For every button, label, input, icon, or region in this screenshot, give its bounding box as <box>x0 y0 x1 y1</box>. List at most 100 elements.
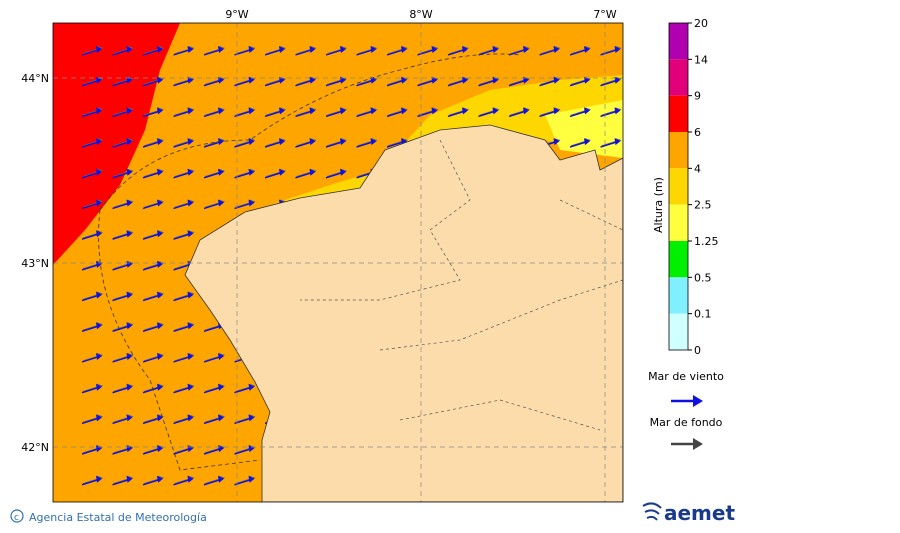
swell-arrow-icon <box>671 438 703 450</box>
wind-head <box>462 46 468 53</box>
wind-arrow <box>142 49 160 56</box>
wind-arrow <box>386 141 404 148</box>
wind-arrow <box>569 49 587 56</box>
wind-arrow <box>142 294 160 302</box>
wind-head <box>187 383 194 391</box>
wind-head <box>157 76 163 84</box>
wind-head <box>187 230 194 238</box>
wind-arrow <box>112 264 129 271</box>
wind-head <box>248 414 255 422</box>
wind-head <box>96 414 102 422</box>
wind-arrow <box>173 479 190 486</box>
wind-head <box>553 107 560 115</box>
wind-head <box>248 199 255 207</box>
wind-arrow <box>264 172 282 179</box>
wind-arrow <box>356 80 373 87</box>
wind-arrow <box>173 325 190 332</box>
wind-head <box>126 168 133 176</box>
wind-head <box>614 107 621 115</box>
wind-head <box>157 199 163 207</box>
wind-arrow <box>81 356 99 363</box>
wind-head <box>279 138 285 146</box>
wind-arrow <box>112 356 129 363</box>
wind-arrow <box>325 80 343 87</box>
wind-head <box>157 230 163 238</box>
wind-arrow <box>142 325 160 332</box>
wind-head <box>340 168 346 176</box>
wind-arrow <box>81 172 99 179</box>
wind-head <box>96 199 102 207</box>
colorbar-label: 0.5 <box>694 271 712 284</box>
wind-arrow <box>142 80 160 87</box>
copyright-icon <box>10 509 24 523</box>
wind-head <box>157 353 163 360</box>
wind-arrow <box>325 49 343 56</box>
copyright-c: c <box>14 513 19 523</box>
wind-head <box>126 322 133 330</box>
wind-arrow <box>478 80 495 87</box>
wind-head <box>96 291 102 299</box>
wind-head <box>126 353 133 360</box>
wind-arrow <box>112 110 129 118</box>
wind-head <box>96 46 102 53</box>
wind-arrow <box>234 141 251 148</box>
wind-arrow <box>142 356 160 363</box>
wind-arrow <box>325 141 343 148</box>
wind-arrow <box>234 80 251 87</box>
wind-arrow <box>264 110 282 118</box>
wind-head <box>96 107 102 115</box>
wind-head <box>309 46 316 53</box>
wind-head <box>96 260 102 268</box>
wind-head <box>157 414 163 422</box>
wind-arrow <box>142 233 160 240</box>
map-labels: 9°W 8°W 7°W 44°N 43°N 42°N <box>21 8 617 454</box>
footer-credit: Agencia Estatal de Meteorología <box>29 511 207 524</box>
wind-arrow <box>600 141 617 148</box>
wind-head <box>187 168 194 176</box>
wind-head <box>218 475 224 483</box>
wind-arrow <box>81 233 99 240</box>
lon-label: 9°W <box>225 8 248 21</box>
wind-arrow <box>203 448 221 455</box>
wind-arrow <box>447 110 465 118</box>
wind-arrow <box>173 110 190 118</box>
wind-head <box>370 107 377 115</box>
wind-head <box>309 76 316 84</box>
colorbar-label: 14 <box>694 53 708 66</box>
wind-head <box>340 107 346 115</box>
wind-arrow <box>112 387 129 394</box>
wind-head <box>187 353 194 360</box>
wind-head <box>248 445 255 453</box>
colorbar-label: 4 <box>694 162 701 175</box>
wind-arrow <box>203 110 221 118</box>
wind-arrow <box>264 80 282 87</box>
wind-arrow <box>142 110 160 118</box>
wind-arrow <box>142 172 160 179</box>
legend-swell: Mar de fondo <box>650 416 723 429</box>
wind-arrow <box>203 202 221 210</box>
wind-arrow <box>173 387 190 394</box>
colorbar-label: 20 <box>694 17 708 30</box>
wind-head <box>96 322 102 330</box>
wind-head <box>248 138 255 146</box>
wind-head <box>553 138 560 146</box>
wind-head <box>187 322 194 330</box>
wind-head <box>157 322 163 330</box>
wind-head <box>96 230 102 238</box>
wind-arrow <box>173 417 190 425</box>
wind-arrow <box>569 110 587 118</box>
wind-arrow <box>234 448 251 455</box>
yellow-zone <box>270 75 623 205</box>
wind-head <box>187 46 194 53</box>
wind-head <box>218 383 224 391</box>
wind-arrow <box>417 80 434 87</box>
wind-arrow <box>508 110 526 118</box>
wind-head <box>187 414 194 422</box>
graticule <box>53 23 623 502</box>
wind-arrow <box>203 49 221 56</box>
lat-label: 43°N <box>21 257 49 270</box>
wind-arrow <box>142 141 160 148</box>
wind-arrow <box>356 141 373 148</box>
wind-arrow <box>417 110 434 118</box>
